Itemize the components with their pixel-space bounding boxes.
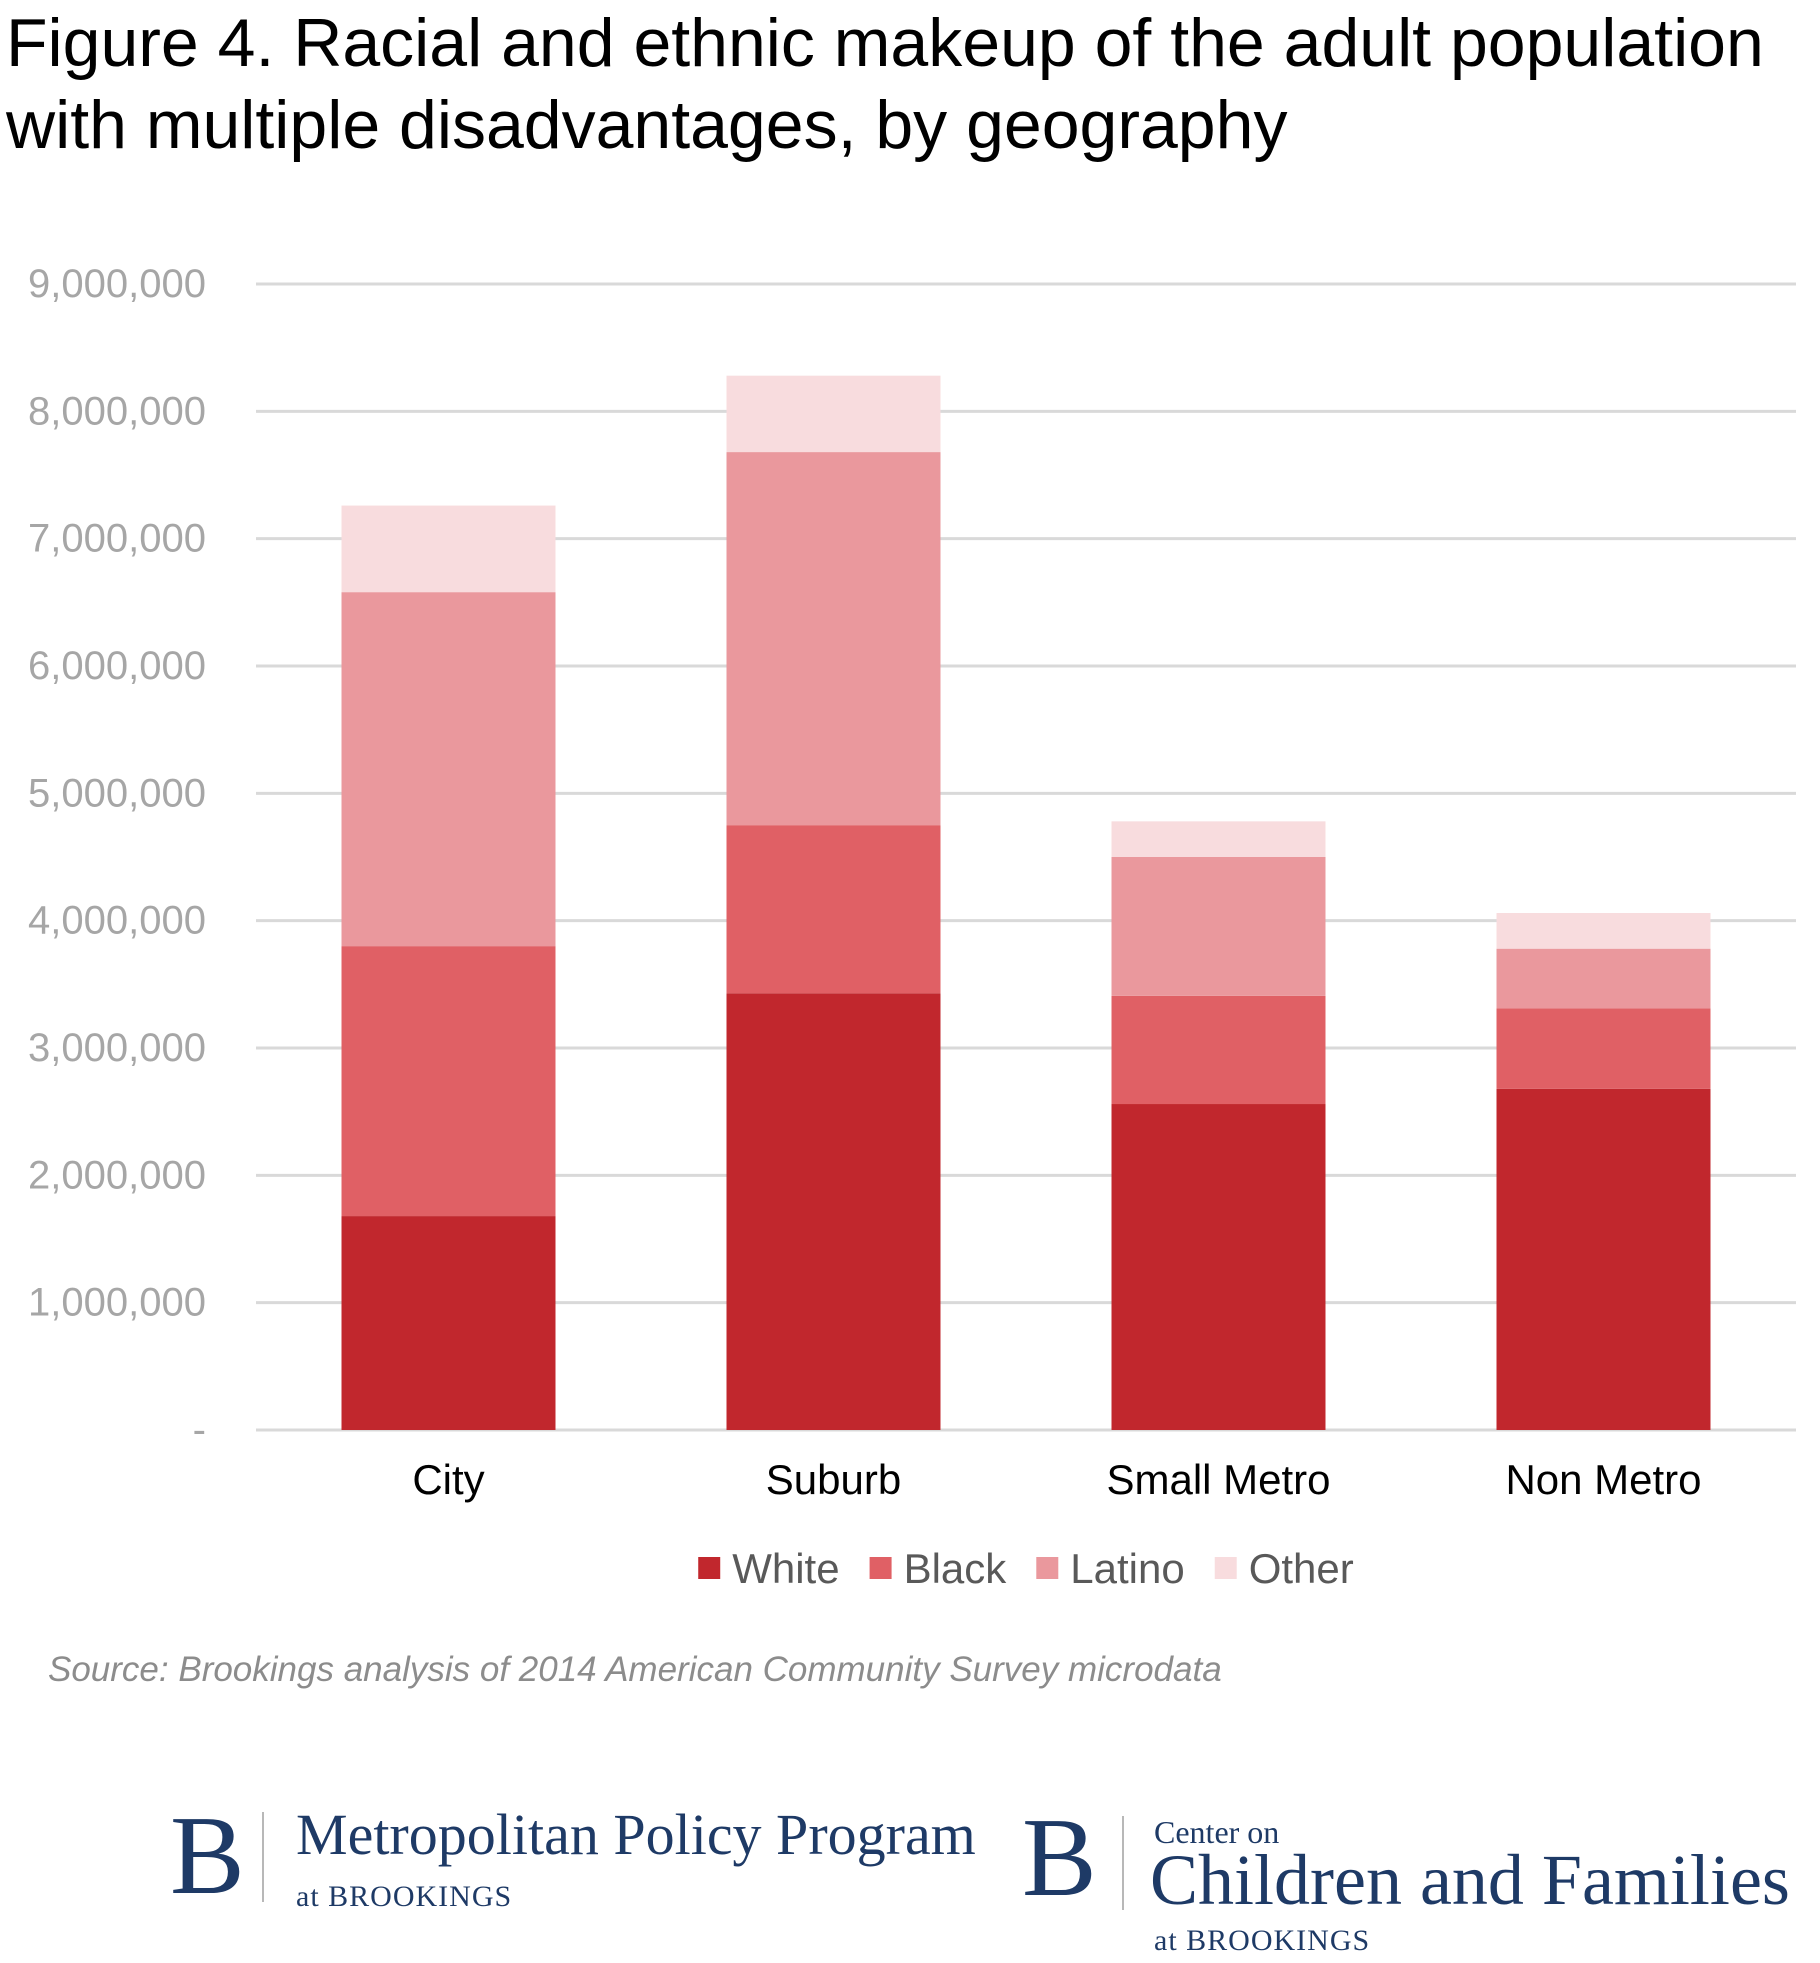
center-on-children-and-families-logo: B Center on Children and Families at BRO… — [1022, 1802, 1820, 1962]
bar-segment-white — [1111, 1104, 1326, 1430]
bar-stack-small-metro — [1111, 821, 1326, 1430]
legend[interactable]: White Black Latino Other — [698, 1545, 1354, 1592]
bar-segment-white — [1496, 1088, 1711, 1430]
bar-segment-other — [726, 375, 941, 453]
y-tick-label: 8,000,000 — [28, 389, 206, 433]
logo-divider — [262, 1812, 264, 1902]
stacked-bar-chart: - 1,000,000 2,000,000 3,000,000 4,000,000 5,0… — [28, 262, 1796, 1592]
chart-title: Figure 4. Racial and ethnic makeup of th… — [6, 5, 1764, 163]
bar-segment-other — [1111, 821, 1326, 857]
x-tick-label: Non Metro — [1505, 1456, 1701, 1503]
logo-center-name: Children and Families — [1150, 1840, 1790, 1920]
logo-subtitle: at BROOKINGS — [1154, 1924, 1371, 1957]
logo-program-name: Metropolitan Policy Program — [296, 1802, 976, 1867]
x-axis-category-labels: City Suburb Small Metro Non Metro — [412, 1456, 1701, 1503]
legend-swatch-latino[interactable] — [1036, 1557, 1059, 1579]
bar-stack-suburb — [726, 375, 941, 1430]
logo-center-on: Center on — [1154, 1814, 1280, 1850]
metropolitan-policy-program-logo: B Metropolitan Policy Program at BROOKIN… — [170, 1800, 990, 1930]
legend-swatch-black[interactable] — [869, 1557, 892, 1579]
legend-label-other[interactable]: Other — [1249, 1545, 1354, 1592]
bar-segment-black — [341, 946, 556, 1217]
bars — [341, 375, 1711, 1430]
legend-label-latino[interactable]: Latino — [1070, 1545, 1184, 1592]
bar-stack-non-metro — [1496, 913, 1711, 1430]
bar-segment-black — [1111, 995, 1326, 1105]
source-note: Source: Brookings analysis of 2014 Ameri… — [48, 1650, 1222, 1689]
bar-segment-other — [341, 505, 556, 593]
y-tick-label: 3,000,000 — [28, 1026, 206, 1070]
legend-swatch-white[interactable] — [698, 1557, 721, 1579]
x-tick-label: Small Metro — [1106, 1456, 1330, 1503]
y-tick-label: 7,000,000 — [28, 517, 206, 561]
logo-subtitle: at BROOKINGS — [296, 1880, 513, 1913]
legend-label-white[interactable]: White — [732, 1545, 839, 1592]
y-tick-label: 6,000,000 — [28, 644, 206, 688]
bar-segment-white — [341, 1216, 556, 1430]
bar-segment-black — [726, 825, 941, 994]
bar-segment-latino — [341, 592, 556, 947]
bar-segment-other — [1496, 913, 1711, 949]
bar-segment-latino — [726, 452, 941, 826]
y-tick-label: - — [193, 1408, 206, 1452]
bar-stack-city — [341, 505, 556, 1430]
bar-segment-white — [726, 993, 941, 1430]
y-tick-label: 5,000,000 — [28, 771, 206, 815]
y-tick-label: 4,000,000 — [28, 899, 206, 943]
y-tick-label: 2,000,000 — [28, 1153, 206, 1197]
brookings-b-logo-mark: B — [1022, 1796, 1097, 1920]
bar-segment-latino — [1111, 857, 1326, 996]
bar-segment-latino — [1496, 948, 1711, 1009]
y-axis-tick-labels: - 1,000,000 2,000,000 3,000,000 4,000,000 5,0… — [28, 262, 206, 1452]
legend-swatch-other[interactable] — [1214, 1557, 1237, 1579]
y-tick-label: 9,000,000 — [28, 262, 206, 306]
y-tick-label: 1,000,000 — [28, 1281, 206, 1325]
bar-segment-black — [1496, 1008, 1711, 1089]
brookings-b-logo-mark: B — [170, 1794, 245, 1918]
legend-label-black[interactable]: Black — [904, 1545, 1008, 1592]
x-tick-label: City — [412, 1456, 484, 1503]
logo-divider — [1122, 1816, 1124, 1910]
x-tick-label: Suburb — [766, 1456, 901, 1503]
